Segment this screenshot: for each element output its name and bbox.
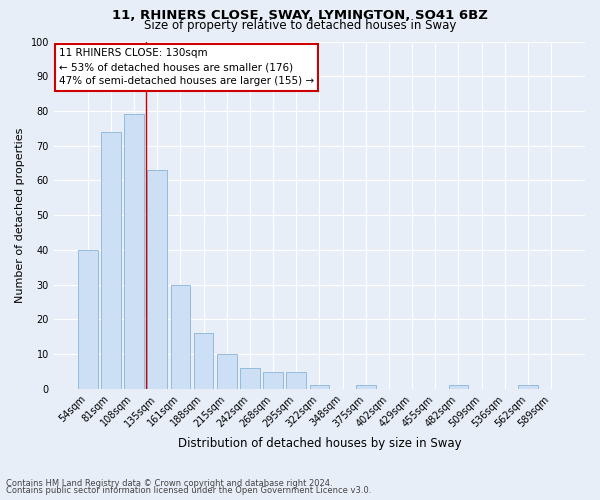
Text: 11 RHINERS CLOSE: 130sqm
← 53% of detached houses are smaller (176)
47% of semi-: 11 RHINERS CLOSE: 130sqm ← 53% of detach… (59, 48, 314, 86)
Bar (240, 368, 260, 389)
Text: Contains HM Land Registry data © Crown copyright and database right 2024.: Contains HM Land Registry data © Crown c… (6, 478, 332, 488)
Bar (518, 386, 538, 389)
Y-axis label: Number of detached properties: Number of detached properties (15, 128, 25, 303)
Bar (170, 284, 190, 389)
Bar (101, 132, 121, 389)
Bar (78, 250, 98, 389)
Text: Contains public sector information licensed under the Open Government Licence v3: Contains public sector information licen… (6, 486, 371, 495)
Bar (148, 170, 167, 389)
Bar (310, 386, 329, 389)
X-axis label: Distribution of detached houses by size in Sway: Distribution of detached houses by size … (178, 437, 461, 450)
Bar (124, 114, 144, 389)
Bar (356, 386, 376, 389)
Text: 11, RHINERS CLOSE, SWAY, LYMINGTON, SO41 6BZ: 11, RHINERS CLOSE, SWAY, LYMINGTON, SO41… (112, 9, 488, 22)
Bar (194, 334, 214, 389)
Bar (217, 354, 236, 389)
Bar (263, 372, 283, 389)
Bar (449, 386, 468, 389)
Text: Size of property relative to detached houses in Sway: Size of property relative to detached ho… (144, 19, 456, 32)
Bar (286, 372, 306, 389)
